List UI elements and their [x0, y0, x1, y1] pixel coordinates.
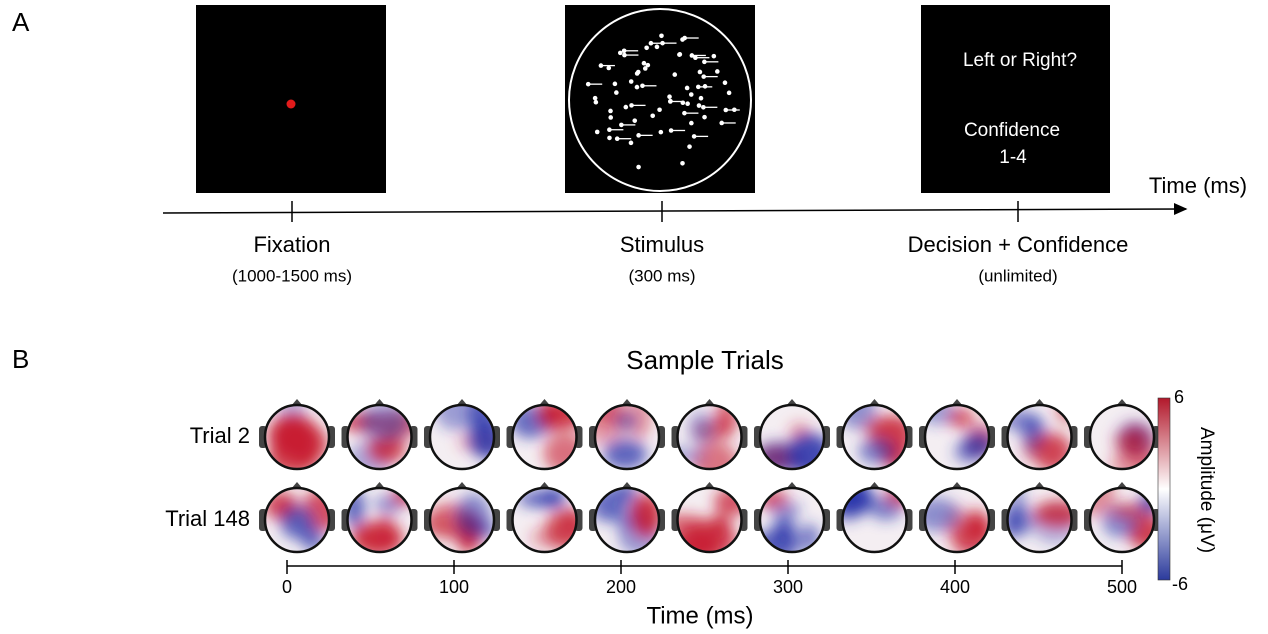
blob: [688, 519, 737, 561]
blob: [268, 415, 319, 458]
dot: [614, 90, 619, 95]
timeline: [163, 209, 1186, 213]
topomap: [754, 405, 832, 476]
dot: [606, 66, 611, 71]
x-tick-label: 400: [940, 577, 970, 597]
dot: [723, 80, 728, 85]
blob: [435, 390, 477, 431]
blob: [694, 442, 739, 485]
dot: [657, 107, 662, 112]
colorbar-max: 6: [1174, 387, 1184, 407]
dot: [697, 103, 702, 108]
blob: [1112, 432, 1146, 449]
x-tick-label: 300: [773, 577, 803, 597]
x-tick-label: 100: [439, 577, 469, 597]
colorbar-min: -6: [1172, 574, 1188, 594]
dot: [613, 82, 618, 87]
panel-label: A: [12, 7, 30, 37]
phase-duration: (1000-1500 ms): [232, 266, 352, 285]
topomaps: Trial 2 Trial 148: [165, 390, 1166, 564]
dot: [712, 54, 717, 59]
row-label: Trial 2: [190, 423, 250, 448]
phase-name: Stimulus: [620, 232, 704, 257]
row-label: Trial 148: [165, 506, 250, 531]
colorbar-label: Amplitude (μV): [1196, 427, 1217, 553]
confidence-scale: 1-4: [999, 147, 1027, 168]
dot: [727, 91, 732, 96]
dot: [595, 130, 600, 135]
panel-title: Sample Trials: [626, 345, 784, 375]
dot: [687, 144, 692, 149]
dot: [685, 86, 690, 91]
dot: [681, 100, 686, 105]
dot: [635, 85, 640, 90]
topomap: [340, 402, 421, 476]
decision-question: Left or Right?: [963, 50, 1077, 71]
topomap: [590, 483, 663, 554]
blob: [1022, 434, 1071, 466]
dot: [635, 71, 640, 76]
fixation-screen: [196, 5, 386, 193]
dot: [594, 100, 599, 105]
dot: [699, 96, 704, 101]
panel-label: B: [12, 344, 29, 374]
dot: [655, 45, 660, 50]
x-tick-label: 0: [282, 577, 292, 597]
blob: [468, 421, 507, 459]
dot: [659, 130, 664, 135]
phase-duration: (unlimited): [978, 266, 1057, 285]
dot: [680, 161, 685, 166]
dot: [667, 94, 672, 99]
phase-name: Decision + Confidence: [908, 232, 1129, 257]
x-tick-label: 500: [1107, 577, 1137, 597]
x-axis-label: Time (ms): [646, 602, 753, 629]
timeline-label: Time (ms): [1149, 173, 1247, 198]
blob: [658, 447, 706, 464]
fixation-dot: [287, 100, 296, 109]
blob: [456, 494, 491, 538]
dot: [643, 66, 648, 71]
blob: [755, 490, 788, 507]
dot: [668, 99, 673, 104]
phase-name: Fixation: [253, 232, 330, 257]
dot: [624, 105, 629, 110]
phase-duration: (300 ms): [628, 266, 695, 285]
blob: [280, 506, 314, 539]
dot: [678, 52, 683, 57]
confidence-label: Confidence: [964, 120, 1060, 141]
dot: [715, 69, 720, 74]
dot: [698, 70, 703, 75]
blob: [858, 438, 895, 465]
dot: [672, 72, 677, 77]
blob: [615, 413, 637, 430]
dot: [689, 92, 694, 97]
x-tick-label: 200: [606, 577, 636, 597]
dot: [702, 115, 707, 120]
figure: A Left or Right? Confidence 1-4 Time (ms…: [0, 0, 1268, 634]
dot: [636, 165, 641, 170]
dot: [607, 136, 612, 141]
dot: [618, 51, 623, 56]
dot: [593, 96, 598, 101]
dot: [608, 115, 613, 120]
colorbar: [1158, 398, 1170, 580]
topo-blobs: [590, 483, 663, 554]
topomap: [920, 399, 997, 469]
dot: [642, 61, 647, 66]
dot: [644, 46, 649, 51]
dot: [650, 113, 655, 118]
blob: [885, 485, 913, 506]
phases: Fixation (1000-1500 ms) Stimulus (300 ms) De…: [232, 201, 1128, 285]
topomap: [1001, 399, 1079, 473]
dot: [685, 101, 690, 106]
dot: [689, 121, 694, 126]
dot: [632, 118, 637, 123]
dot: [659, 33, 664, 38]
dot: [629, 79, 634, 84]
dot: [608, 109, 613, 114]
blob: [688, 411, 714, 445]
dot: [629, 141, 634, 146]
